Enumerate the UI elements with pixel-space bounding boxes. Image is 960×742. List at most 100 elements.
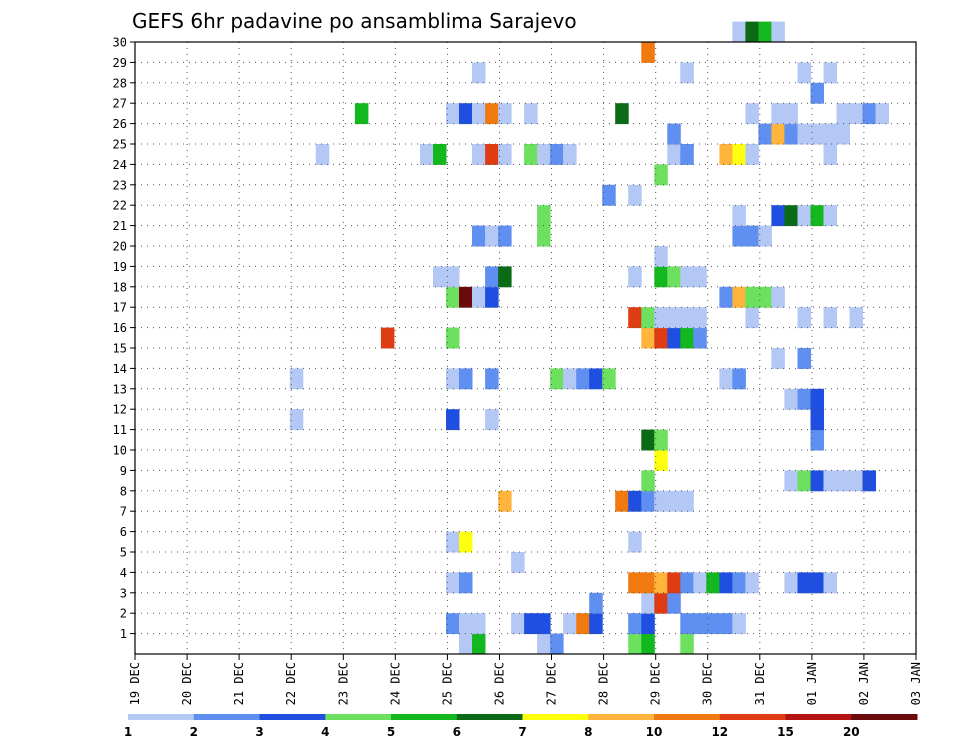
heatmap-cell	[745, 144, 759, 165]
heatmap-cell	[537, 205, 551, 227]
y-tick-label: 18	[113, 280, 127, 294]
heatmap-cell	[537, 225, 551, 247]
heatmap-cell	[745, 103, 759, 125]
x-tick-label: 20 DEC	[180, 662, 194, 705]
heatmap-cell	[667, 592, 681, 614]
heatmap-cell	[680, 62, 694, 84]
heatmap-cell	[732, 572, 746, 594]
heatmap-cell	[550, 368, 564, 390]
x-tick-label: 27 DEC	[545, 662, 559, 705]
heatmap-cell	[810, 572, 824, 594]
heatmap-cell	[459, 368, 473, 390]
heatmap-cell	[628, 307, 642, 329]
heatmap-cell	[784, 572, 798, 594]
heatmap-cell	[498, 103, 512, 125]
heatmap-cell	[446, 368, 460, 390]
heatmap-cell	[810, 470, 824, 492]
legend-swatch	[128, 714, 195, 720]
legend-swatch	[259, 714, 326, 720]
heatmap-cell	[667, 572, 681, 594]
y-tick-label: 11	[113, 423, 127, 437]
y-tick-label: 21	[113, 219, 127, 233]
y-tick-label: 19	[113, 260, 127, 274]
heatmap-cell	[771, 103, 785, 125]
heatmap-cell	[563, 613, 577, 635]
heatmap-cell	[745, 572, 759, 594]
heatmap-cell	[589, 368, 603, 390]
heatmap-cell	[641, 429, 655, 451]
heatmap-cell	[732, 21, 746, 43]
heatmap-cell	[797, 348, 811, 369]
heatmap-cell	[823, 144, 837, 165]
heatmap-cell	[680, 613, 694, 635]
legend-label: 6	[453, 725, 461, 739]
heatmap-cell	[862, 103, 876, 125]
heatmap-cell	[680, 327, 694, 349]
heatmap-cell	[784, 123, 798, 145]
heatmap-cell	[537, 613, 551, 635]
heatmap-cell	[667, 144, 681, 165]
heatmap-cell	[446, 409, 460, 431]
heatmap-cell	[524, 144, 538, 165]
heatmap-cell	[628, 613, 642, 635]
heatmap-cell	[797, 307, 811, 329]
heatmap-cell	[550, 633, 564, 655]
heatmap-cell	[498, 266, 512, 288]
heatmap-cell	[875, 103, 889, 125]
heatmap-cell	[862, 470, 876, 492]
y-axis-ticks: 1234567891011121314151617181920212223242…	[113, 36, 135, 641]
heatmap-cell	[732, 205, 746, 227]
legend-label: 20	[843, 725, 860, 739]
heatmap-cell	[289, 368, 304, 390]
heatmap-cell	[680, 144, 694, 165]
heatmap-cell	[315, 144, 330, 165]
heatmap-cell	[745, 307, 759, 329]
heatmap-cell	[758, 21, 772, 43]
heatmap-cell	[849, 307, 863, 329]
heatmap-cell	[693, 327, 707, 349]
heatmap-cell	[459, 613, 473, 635]
heatmap-cell	[784, 470, 798, 492]
heatmap-cell	[641, 307, 655, 329]
heatmap-cell	[797, 470, 811, 492]
x-tick-label: 28 DEC	[597, 662, 611, 705]
y-tick-label: 7	[120, 505, 127, 519]
heatmap-cell	[745, 225, 759, 247]
y-tick-label: 8	[120, 484, 127, 498]
heatmap-cell	[667, 327, 681, 349]
heatmap-cell	[628, 266, 642, 288]
heatmap-cell	[589, 613, 603, 635]
heatmap-cell	[732, 225, 746, 247]
y-tick-label: 2	[120, 607, 127, 621]
legend-label: 4	[321, 725, 329, 739]
heatmap-cell	[745, 21, 759, 43]
heatmap-cell	[459, 103, 473, 125]
y-tick-label: 15	[113, 342, 127, 356]
heatmap-cell	[446, 531, 460, 553]
legend-swatch	[719, 714, 786, 720]
heatmap-cell	[459, 572, 473, 594]
heatmap-cell	[706, 613, 720, 635]
heatmap-cell	[680, 307, 694, 329]
heatmap-cell	[823, 307, 837, 329]
heatmap-cell	[823, 62, 837, 84]
x-tick-label: 25 DEC	[440, 662, 454, 705]
heatmap-cell	[563, 144, 577, 165]
y-tick-label: 29	[113, 56, 127, 70]
heatmap-cell	[446, 613, 460, 635]
heatmap-cell	[732, 613, 746, 635]
heatmap-cell	[667, 307, 681, 329]
x-tick-label: 23 DEC	[336, 662, 350, 705]
heatmap-cell	[654, 490, 668, 512]
heatmap-cell	[654, 307, 668, 329]
heatmap-cell	[472, 62, 486, 84]
x-tick-label: 21 DEC	[232, 662, 246, 705]
y-tick-label: 25	[113, 138, 127, 152]
y-tick-label: 12	[113, 403, 127, 417]
heatmap-cell	[654, 572, 668, 594]
heatmap-cell	[628, 633, 642, 655]
legend-label: 12	[711, 725, 728, 739]
heatmap-cell	[784, 205, 798, 227]
legend-label: 5	[387, 725, 395, 739]
y-tick-label: 1	[120, 627, 127, 641]
